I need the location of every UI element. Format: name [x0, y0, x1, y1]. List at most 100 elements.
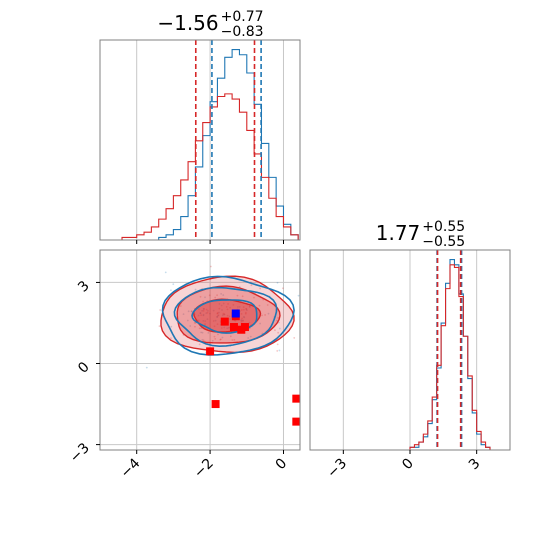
sample-dot: [200, 314, 203, 316]
marginal-histogram-param1: −1.56 +0.77 −0.83: [99, 9, 301, 244]
sample-dot: [232, 303, 235, 306]
sample-dot: [228, 315, 231, 318]
sample-dot: [278, 327, 281, 330]
sample-dot: [217, 314, 219, 317]
red-marker: [292, 394, 300, 403]
joint-density-plot: −4 −2 0 −303: [67, 249, 301, 481]
sample-dot: [189, 325, 192, 327]
sample-dot: [198, 327, 201, 330]
sample-dot: [259, 287, 262, 290]
sample-dot: [170, 337, 172, 339]
sample-dot: [198, 308, 200, 311]
param1-title: −1.56: [157, 11, 218, 35]
axes-frame: [99, 249, 301, 451]
sample-dot: [193, 321, 196, 324]
sample-dot: [253, 296, 255, 299]
sample-dot: [222, 302, 225, 305]
sample-dot: [276, 343, 279, 346]
sample-dot: [223, 326, 226, 329]
sample-dot: [216, 294, 218, 297]
sample-dot: [208, 294, 211, 297]
sample-dot: [217, 314, 220, 317]
sample-dot: [202, 313, 205, 316]
sample-dot: [187, 310, 190, 313]
sample-dot: [203, 308, 205, 310]
sample-dot: [213, 335, 216, 338]
sample-dot: [182, 313, 185, 316]
sample-dot: [216, 312, 219, 315]
sample-dot: [197, 319, 200, 322]
sample-dot: [218, 311, 220, 314]
sample-dot: [199, 312, 202, 315]
sample-dot: [233, 338, 236, 341]
sample-dot: [226, 314, 229, 317]
sample-dot: [216, 316, 219, 318]
sample-dot: [199, 295, 202, 298]
sample-dot: [201, 338, 204, 341]
sample-dot: [267, 312, 270, 315]
sample-dot: [240, 309, 243, 311]
axes-frame: [99, 39, 301, 241]
sample-dot: [164, 271, 167, 274]
sample-dot: [219, 338, 222, 341]
contour-red: [160, 275, 295, 354]
sample-dot: [227, 326, 230, 329]
sample-dot: [225, 306, 228, 308]
param2-title-plus: +0.55: [422, 219, 465, 235]
sample-dot: [241, 317, 243, 320]
sample-dot: [261, 314, 263, 317]
sample-dot: [214, 296, 217, 299]
sample-dot: [250, 284, 253, 287]
sample-dot: [231, 339, 234, 341]
sample-dot: [276, 281, 279, 284]
sample-dot: [276, 350, 279, 352]
sample-dot: [158, 325, 161, 328]
sample-dot: [197, 314, 200, 317]
sample-dot: [229, 306, 232, 309]
sample-dot: [207, 331, 210, 334]
histogram-step: [405, 264, 495, 451]
sample-dot: [220, 304, 223, 307]
quantile-lines: [194, 40, 262, 240]
sample-dot: [240, 319, 243, 322]
contour-blue: [161, 275, 295, 356]
sample-dot: [214, 337, 217, 340]
sample-dot: [240, 320, 243, 323]
quantile-lines: [436, 250, 463, 450]
sample-dot: [216, 312, 219, 314]
param1-title-minus: −0.83: [221, 24, 264, 40]
red-marker: [240, 323, 249, 332]
sample-dot: [275, 319, 278, 322]
red-marker: [229, 323, 238, 332]
sample-dot: [247, 337, 250, 339]
sample-dot: [213, 325, 216, 328]
sample-dot: [240, 319, 243, 322]
sample-dot: [221, 309, 223, 311]
sample-dot: [245, 308, 248, 310]
red-marker: [292, 417, 300, 426]
sample-dot: [281, 287, 284, 290]
red-marker: [211, 400, 220, 409]
param2-title-minus: −0.55: [422, 234, 465, 250]
histogram-step: [121, 93, 299, 240]
sample-dot: [199, 312, 202, 314]
sample-dot: [242, 315, 245, 318]
sample-dot: [249, 335, 252, 338]
sample-dot: [258, 304, 261, 307]
sample-dot: [222, 312, 225, 315]
sample-dot: [216, 323, 219, 326]
sample-dot: [242, 319, 244, 322]
sample-dot: [202, 314, 205, 317]
sample-dot: [223, 313, 226, 316]
sample-dot: [297, 294, 300, 297]
marker-points: [206, 309, 300, 426]
sample-dot: [201, 331, 204, 334]
sample-dot: [218, 307, 221, 310]
histogram-step: [122, 48, 299, 241]
sample-dot: [236, 294, 239, 297]
sample-dot: [190, 310, 193, 313]
sample-dot: [234, 319, 237, 322]
sample-dot: [277, 331, 280, 334]
sample-dot: [194, 325, 196, 328]
